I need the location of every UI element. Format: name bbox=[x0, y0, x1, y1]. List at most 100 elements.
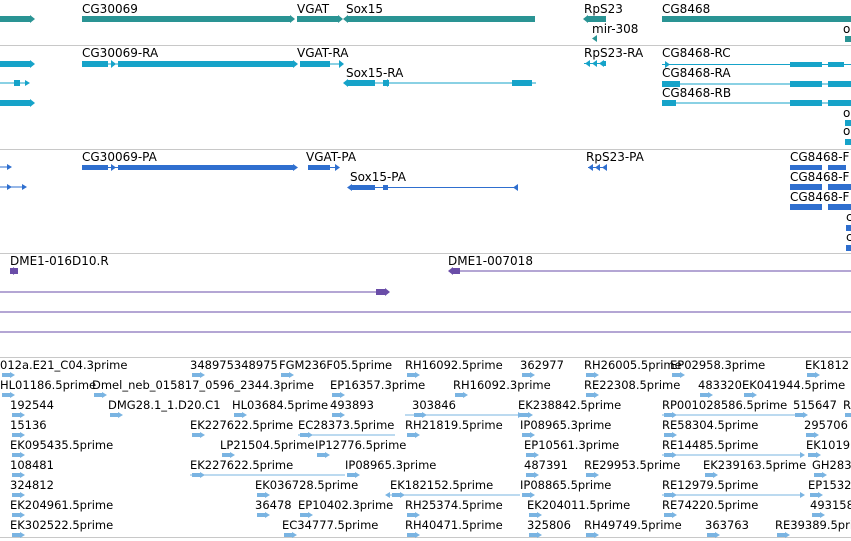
est-label[interactable]: RH26005.5prime bbox=[584, 358, 682, 372]
est-label[interactable]: Dmel_neb_015817_0596_2344.3prime bbox=[92, 378, 314, 392]
exon-block bbox=[297, 16, 338, 22]
est-label[interactable]: 362977 bbox=[520, 358, 564, 372]
est-label[interactable]: 15136 bbox=[10, 418, 47, 432]
est-label[interactable]: 36478 bbox=[255, 498, 292, 512]
est-label[interactable]: EP10561.3prime bbox=[524, 438, 620, 452]
est-label[interactable]: 324812 bbox=[10, 478, 54, 492]
feature-label: CG8468-RB bbox=[662, 86, 732, 100]
est-label[interactable]: IP08965.3prime bbox=[520, 418, 612, 432]
est-label[interactable]: IP12776.5prime bbox=[315, 438, 407, 452]
est-label[interactable]: EK302522.5prime bbox=[10, 518, 114, 532]
exon-block bbox=[0, 100, 30, 106]
est-label[interactable]: EK204961.5prime bbox=[10, 498, 114, 512]
feature-label: CG8468-RC bbox=[662, 46, 731, 60]
est-label[interactable]: 192544 bbox=[10, 398, 54, 412]
strand-arrow bbox=[30, 60, 35, 68]
est-label[interactable]: EP10402.3prime bbox=[298, 498, 394, 512]
est-label[interactable]: EP1532 bbox=[808, 478, 851, 492]
est-label[interactable]: EC28373.5prime bbox=[298, 418, 395, 432]
est-label[interactable]: RE29953.5prime bbox=[584, 458, 681, 472]
est-block bbox=[806, 433, 814, 437]
feature-label: o bbox=[843, 22, 851, 36]
est-block bbox=[234, 413, 242, 417]
est-label[interactable]: RH40471.5prime bbox=[405, 518, 503, 532]
est-label[interactable]: 295706 bbox=[804, 418, 848, 432]
exon-block bbox=[790, 62, 822, 67]
strand-arrow bbox=[20, 532, 25, 538]
strand-arrow bbox=[10, 372, 15, 378]
est-label[interactable]: HL03684.5prime bbox=[232, 398, 329, 412]
est-label[interactable]: EK1812 bbox=[805, 358, 850, 372]
est-label[interactable]: RH49749.5prime bbox=[584, 518, 682, 532]
est-label[interactable]: 325806 bbox=[527, 518, 571, 532]
est-label[interactable]: EK036728.5prime bbox=[255, 478, 359, 492]
strand-arrow bbox=[800, 492, 805, 498]
est-label[interactable]: RH16092.5prime bbox=[405, 358, 503, 372]
est-label[interactable]: RE14485.5prime bbox=[662, 438, 759, 452]
est-block bbox=[529, 533, 537, 537]
est-label[interactable]: IP08865.5prime bbox=[520, 478, 612, 492]
est-label[interactable]: EP16357.3prime bbox=[330, 378, 426, 392]
est-label[interactable]: LP21504.5prime bbox=[220, 438, 315, 452]
feature-label: mir-308 bbox=[592, 22, 639, 36]
strand-arrow bbox=[800, 452, 805, 458]
est-label[interactable]: IP08965.3prime bbox=[345, 458, 437, 472]
est-label[interactable]: EC34777.5prime bbox=[282, 518, 379, 532]
est-label[interactable]: 303846 bbox=[412, 398, 456, 412]
est-label[interactable]: 493893 bbox=[330, 398, 374, 412]
est-label[interactable]: R bbox=[843, 398, 851, 412]
strand-arrow bbox=[672, 432, 677, 438]
est-label[interactable]: EK238842.5prime bbox=[518, 398, 622, 412]
est-label[interactable]: EK227622.5prime bbox=[190, 458, 294, 472]
est-label[interactable]: RE74220.5prime bbox=[662, 498, 759, 512]
est-label[interactable]: EK204011.5prime bbox=[527, 498, 631, 512]
est-label[interactable]: EK227622.5prime bbox=[190, 418, 294, 432]
est-label[interactable]: RE22308.5prime bbox=[584, 378, 681, 392]
est-label[interactable]: 108481 bbox=[10, 458, 54, 472]
strand-arrow bbox=[588, 164, 593, 171]
est-label[interactable]: FGM236F05.5prime bbox=[279, 358, 393, 372]
feature-label: CG8468-RA bbox=[662, 66, 731, 80]
est-label[interactable]: 515647 bbox=[793, 398, 837, 412]
exon-block bbox=[828, 100, 851, 106]
est-label[interactable]: RE39389.5prime bbox=[775, 518, 851, 532]
est-label[interactable]: GH283 bbox=[812, 458, 851, 472]
strand-arrow bbox=[803, 412, 808, 418]
exon-block bbox=[0, 61, 30, 67]
exon-block bbox=[512, 80, 532, 86]
strand-arrow bbox=[752, 392, 757, 398]
est-label[interactable]: RH21819.5prime bbox=[405, 418, 503, 432]
exon-block bbox=[845, 120, 851, 126]
est-block bbox=[284, 533, 292, 537]
est-label[interactable]: EK041944.5prime bbox=[742, 378, 846, 392]
est-label[interactable]: EK1019 bbox=[806, 438, 851, 452]
est-label[interactable]: 483320 bbox=[698, 378, 742, 392]
est-block bbox=[281, 373, 289, 377]
est-label[interactable]: RP001028586.5prime bbox=[662, 398, 788, 412]
est-label[interactable]: RH25374.5prime bbox=[405, 498, 503, 512]
exon-block bbox=[828, 165, 846, 170]
est-block bbox=[12, 473, 20, 477]
est-label[interactable]: HL01186.5prime bbox=[0, 378, 97, 392]
strand-arrow bbox=[111, 60, 116, 68]
est-label[interactable]: EK095435.5prime bbox=[10, 438, 114, 452]
est-label[interactable]: RE12979.5prime bbox=[662, 478, 759, 492]
est-label[interactable]: DMG28.1_1.D20.C1 bbox=[108, 398, 221, 412]
est-label[interactable]: 487391 bbox=[524, 458, 568, 472]
strand-arrow bbox=[339, 60, 344, 68]
est-label[interactable]: EK239163.5prime bbox=[703, 458, 807, 472]
strand-arrow bbox=[594, 392, 599, 398]
est-label[interactable]: EP02958.3prime bbox=[670, 358, 766, 372]
est-label[interactable]: RH16092.3prime bbox=[453, 378, 551, 392]
est-label[interactable]: 363763 bbox=[705, 518, 749, 532]
est-label[interactable]: 348975348975 bbox=[190, 358, 278, 372]
est-label[interactable]: EK182152.5prime bbox=[390, 478, 494, 492]
strand-arrow bbox=[715, 532, 720, 538]
est-label[interactable]: 493158 bbox=[810, 498, 851, 512]
est-block bbox=[455, 393, 463, 397]
strand-arrow bbox=[343, 15, 348, 23]
est-label[interactable]: RE58304.5prime bbox=[662, 418, 759, 432]
est-label[interactable]: 012a.E21_C04.3prime bbox=[0, 358, 128, 372]
exon-block bbox=[828, 204, 851, 210]
